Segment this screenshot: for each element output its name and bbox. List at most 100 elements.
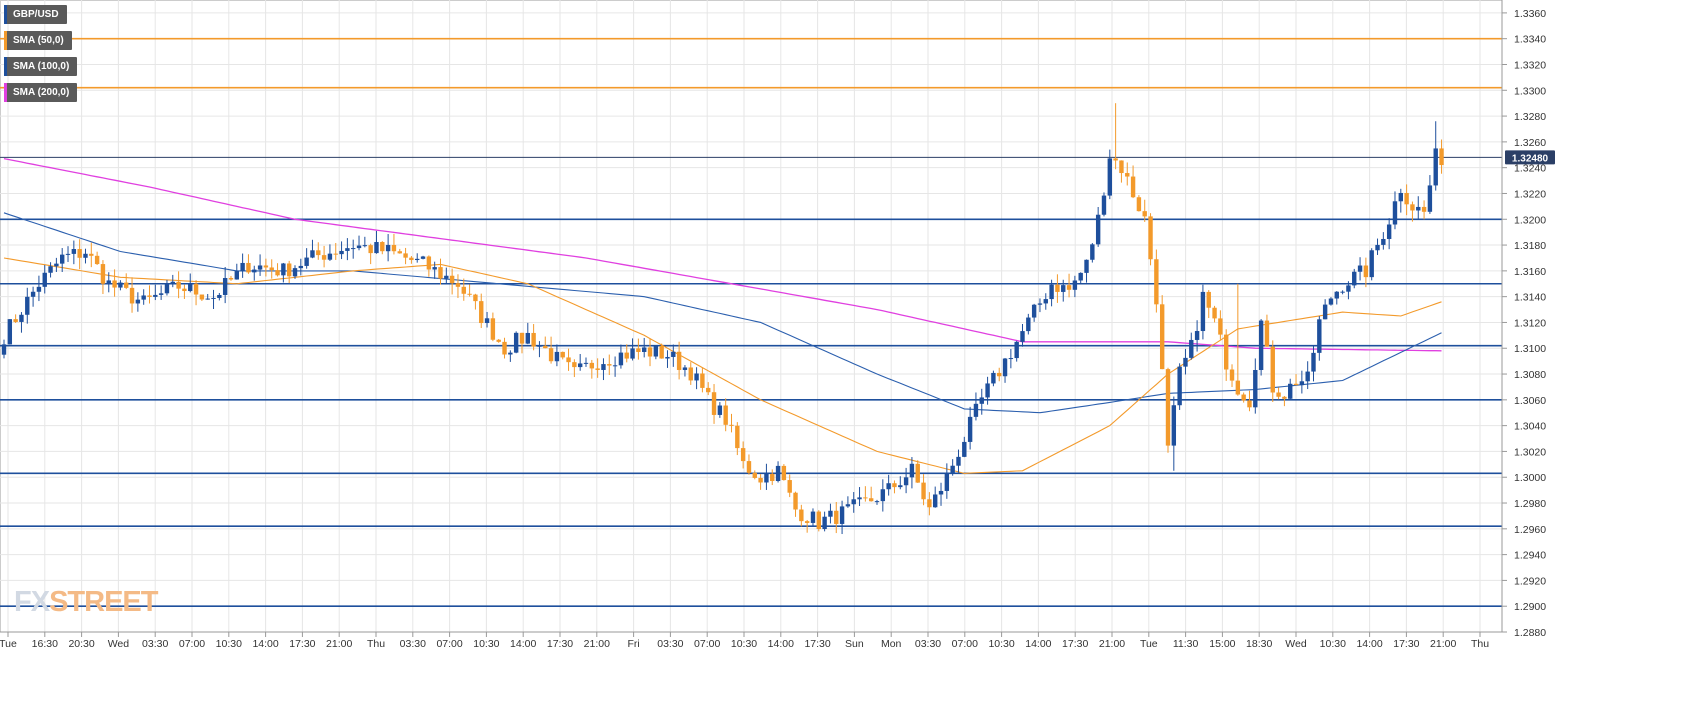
candle-body bbox=[572, 362, 577, 368]
candle-body bbox=[618, 352, 624, 366]
x-tick-label: 17:30 bbox=[1393, 638, 1419, 650]
candle-body bbox=[1002, 358, 1008, 377]
current-price-tag: 1.32480 bbox=[1505, 150, 1555, 165]
y-tick-label: 1.3120 bbox=[1514, 317, 1546, 329]
x-tick-label: Mon bbox=[881, 638, 902, 650]
candle-body bbox=[1381, 238, 1386, 245]
candle-body bbox=[246, 262, 251, 273]
candle-body bbox=[502, 341, 507, 355]
candle-body bbox=[368, 245, 373, 254]
candle-body bbox=[25, 296, 30, 315]
candle-body bbox=[327, 253, 333, 260]
candle-body bbox=[1008, 358, 1014, 360]
candle-body bbox=[810, 511, 816, 523]
candle-body bbox=[263, 265, 269, 268]
candle-body bbox=[1258, 320, 1264, 370]
legend-item-sma50[interactable]: SMA (50,0) bbox=[4, 31, 72, 50]
legend-swatch bbox=[4, 83, 7, 102]
candle-body bbox=[921, 482, 926, 500]
candle-body bbox=[1037, 303, 1043, 305]
legend-item-sma100[interactable]: SMA (100,0) bbox=[4, 57, 78, 76]
x-tick-label: 21:00 bbox=[1430, 638, 1456, 650]
candle-body bbox=[94, 255, 100, 265]
candle-body bbox=[711, 392, 717, 415]
candle-body bbox=[438, 267, 443, 279]
candle-body bbox=[1375, 244, 1380, 251]
x-tick-label: Thu bbox=[1471, 638, 1489, 650]
x-tick-label: 07:00 bbox=[179, 638, 205, 650]
candle-body bbox=[1404, 192, 1409, 205]
candle-body bbox=[589, 362, 595, 369]
candle-body bbox=[397, 251, 402, 254]
candle-body bbox=[863, 497, 868, 499]
candle-body bbox=[351, 248, 356, 250]
candle-body bbox=[543, 345, 548, 349]
y-tick-label: 1.3100 bbox=[1514, 343, 1546, 355]
x-tick-label: Tue bbox=[0, 638, 17, 650]
legend-item-sma200[interactable]: SMA (200,0) bbox=[4, 83, 78, 102]
x-tick-label: Wed bbox=[108, 638, 130, 650]
candle-body bbox=[828, 510, 833, 517]
x-tick-label: 15:00 bbox=[1209, 638, 1235, 650]
y-tick-label: 1.2880 bbox=[1514, 627, 1546, 639]
candle-body bbox=[449, 275, 455, 284]
candle-body bbox=[816, 511, 821, 530]
y-tick-label: 1.3320 bbox=[1514, 59, 1546, 71]
legend-label: SMA (100,0) bbox=[13, 61, 70, 72]
x-tick-label: 14:00 bbox=[1025, 638, 1051, 650]
candle-body bbox=[1020, 331, 1025, 342]
candle-body bbox=[199, 294, 205, 300]
candle-body bbox=[479, 301, 484, 324]
candle-body bbox=[624, 352, 629, 359]
candle-body bbox=[182, 288, 187, 292]
candle-body bbox=[1130, 176, 1136, 198]
candle-body bbox=[275, 270, 280, 276]
candle-body bbox=[1183, 357, 1188, 367]
candle-body bbox=[700, 373, 705, 388]
x-tick-label: 21:00 bbox=[1099, 638, 1125, 650]
candle-body bbox=[1113, 158, 1118, 161]
candle-body bbox=[717, 405, 723, 415]
candle-body bbox=[234, 271, 239, 280]
candle-body bbox=[1072, 280, 1078, 290]
candle-body bbox=[1253, 369, 1258, 408]
candle-body bbox=[1165, 369, 1171, 446]
candle-body bbox=[316, 250, 321, 256]
x-tick-label: 07:00 bbox=[436, 638, 462, 650]
candle-body bbox=[281, 263, 286, 276]
candle-body bbox=[927, 499, 932, 508]
y-axis: 1.3360 1.3340 1.3320 1.3300 1.3280 1.3260 1.32… bbox=[1501, 0, 1546, 639]
legend-item-symbol[interactable]: GBP/USD bbox=[4, 5, 67, 24]
candle-body bbox=[7, 319, 13, 345]
x-tick-label: 14:00 bbox=[1356, 638, 1382, 650]
y-tick-label: 1.2920 bbox=[1514, 575, 1546, 587]
legend-swatch bbox=[4, 5, 7, 24]
sma100-line bbox=[3, 212, 1442, 414]
candle-body bbox=[193, 283, 199, 295]
x-tick-label: 17:30 bbox=[1062, 638, 1088, 650]
candle-body bbox=[1031, 304, 1037, 318]
candle-body bbox=[48, 266, 53, 273]
y-tick-label: 1.2940 bbox=[1514, 550, 1546, 562]
candle-body bbox=[1107, 158, 1112, 196]
candle-body bbox=[30, 291, 36, 297]
candle-body bbox=[461, 286, 466, 294]
x-tick-label: 10:30 bbox=[988, 638, 1014, 650]
candle-body bbox=[839, 506, 845, 524]
candle-body bbox=[65, 253, 71, 255]
x-tick-label: 07:00 bbox=[694, 638, 720, 650]
y-tick-label: 1.3240 bbox=[1514, 163, 1546, 175]
candle-body bbox=[158, 293, 164, 295]
candle-body bbox=[420, 256, 426, 259]
x-tick-label: 10:30 bbox=[473, 638, 499, 650]
candle-body bbox=[1224, 334, 1229, 370]
x-tick-label: 03:30 bbox=[400, 638, 426, 650]
candle-body bbox=[211, 297, 216, 299]
candle-body bbox=[1241, 394, 1246, 401]
candle-body bbox=[519, 332, 525, 344]
candle-body bbox=[1357, 265, 1363, 272]
y-tick-label: 1.3080 bbox=[1514, 369, 1546, 381]
x-tick-label: 21:00 bbox=[584, 638, 610, 650]
y-tick-label: 1.3040 bbox=[1514, 421, 1546, 433]
